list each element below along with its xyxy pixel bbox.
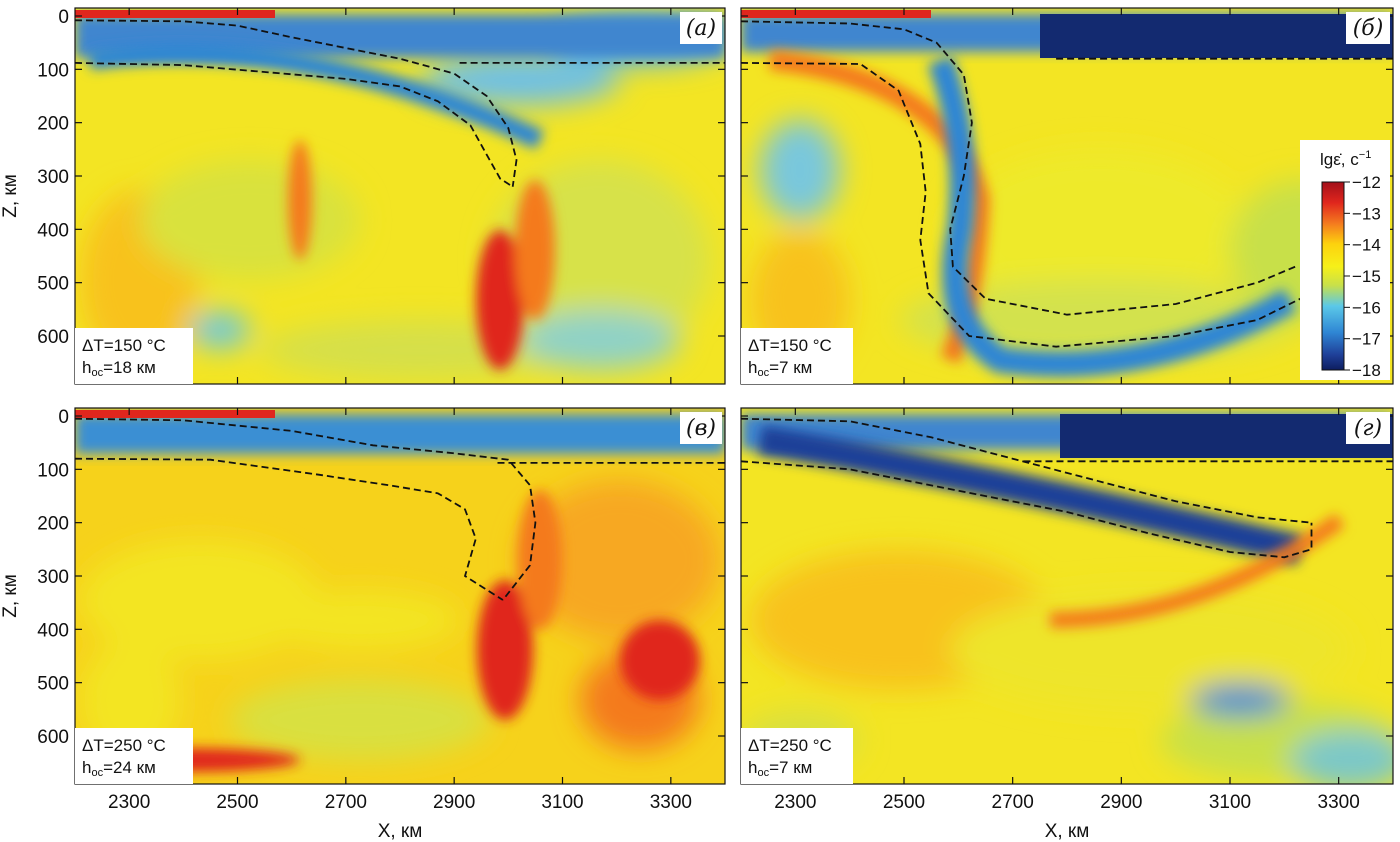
- x-tick-label: 2900: [433, 792, 475, 813]
- slab-bottom-b: [741, 62, 1313, 348]
- y-tick-label: 600: [37, 727, 69, 748]
- info-box-d: ΔT=250 °C hoc=7 км: [741, 728, 853, 784]
- info-d-line2: hoc=7 км: [748, 758, 812, 779]
- panel-label-b-text: (б): [1353, 16, 1384, 41]
- slab-top-d: [741, 417, 1312, 524]
- info-box-a: ΔT=150 °C hoc=18 км: [75, 328, 193, 384]
- panel-label-a-text: (а): [686, 16, 716, 41]
- panel-d: 2300 2500 2700 2900 3100 3300 (г) ΔT=250 °C h…: [740, 407, 1394, 813]
- info-box-c: ΔT=250 °C hoc=24 км: [75, 728, 193, 784]
- colorbar-title: lgε̇, c−1: [1320, 149, 1371, 169]
- y-tick-label: 500: [37, 274, 69, 295]
- panel-label-d: (г): [1346, 412, 1390, 444]
- x-tick-label: 2700: [325, 792, 367, 813]
- y-tick-label: 400: [37, 220, 69, 241]
- strain-rate-field-a: [75, 8, 725, 384]
- panel-label-d-text: (г): [1354, 416, 1382, 441]
- slab-top-c: [75, 417, 537, 601]
- panel-a: 0 100 200 300 400 500 600 (а) ΔT=150 °C hoc=18…: [37, 7, 726, 385]
- colorbar-tick-label: −16: [1352, 298, 1381, 317]
- panel-label-c: (в): [680, 412, 722, 444]
- y-tick-label: 100: [37, 60, 69, 81]
- x-ticks-b: [794, 8, 1340, 384]
- x-axis-label-right: X, км: [1045, 821, 1090, 842]
- colorbar-tick-label: −18: [1352, 361, 1381, 380]
- colorbar-tick-label: −12: [1352, 173, 1381, 192]
- strain-rate-field-d: [741, 408, 1393, 784]
- y-tick-label: 600: [37, 327, 69, 348]
- info-box-b: ΔT=150 °C hoc=7 км: [741, 328, 853, 384]
- slab-top-b: [741, 20, 1296, 316]
- info-a-line1: ΔT=150 °C: [82, 336, 166, 355]
- colorbar-ticks: −12 −13 −14 −15 −16 −17 −18: [1344, 173, 1381, 380]
- slab-top-a: [75, 19, 518, 187]
- panel-label-a: (а): [680, 12, 722, 44]
- x-ticks-c: 2300 2500 2700 2900 3100 3300: [108, 408, 692, 813]
- strain-rate-field-c: [75, 408, 725, 784]
- colorbar-tick-label: −15: [1352, 267, 1381, 286]
- y-tick-label: 300: [37, 567, 69, 588]
- x-tick-label: 3300: [650, 792, 692, 813]
- colorbar: lgε̇, c−1 −12 −13 −14 −15 −16 −17 −18: [1300, 140, 1390, 380]
- y-axis-label-top: Z, км: [0, 174, 21, 218]
- info-c-line2: hoc=24 км: [82, 758, 156, 779]
- slab-bottom-d: [741, 460, 1313, 559]
- x-tick-label: 3100: [1209, 792, 1251, 813]
- y-tick-label: 500: [37, 674, 69, 695]
- info-b-line1: ΔT=150 °C: [748, 336, 832, 355]
- strain-rate-field-b: [741, 8, 1393, 384]
- x-tick-label: 2500: [883, 792, 925, 813]
- colorbar-tick-label: −13: [1352, 204, 1381, 223]
- slab-bottom-c: [75, 457, 504, 601]
- x-axis-label-left: X, км: [378, 821, 423, 842]
- info-c-line1: ΔT=250 °C: [82, 736, 166, 755]
- slab-bottom-a: [75, 62, 514, 188]
- panel-c: 2300 2500 2700 2900 3100 3300 0 100 200 300 400 50…: [37, 407, 726, 813]
- panel-label-c-text: (в): [686, 416, 716, 441]
- y-tick-label: 200: [37, 114, 69, 135]
- info-b-line2: hoc=7 км: [748, 358, 812, 379]
- y-tick-label: 0: [58, 7, 69, 28]
- y-tick-label: 100: [37, 460, 69, 481]
- colorbar-gradient: [1321, 181, 1345, 371]
- y-ticks-a: 0 100 200 300 400 500 600: [37, 7, 725, 348]
- y-axis-label-bottom: Z, км: [0, 574, 21, 618]
- colorbar-tick-label: −14: [1352, 236, 1381, 255]
- colorbar-tick-label: −17: [1352, 330, 1381, 349]
- x-tick-label: 2700: [992, 792, 1034, 813]
- y-tick-label: 200: [37, 514, 69, 535]
- x-tick-label: 2300: [774, 792, 816, 813]
- panel-label-b: (б): [1346, 12, 1390, 44]
- y-ticks-c: 0 100 200 300 400 500 600: [37, 407, 725, 748]
- info-a-line2: hoc=18 км: [82, 358, 156, 379]
- x-ticks-d: 2300 2500 2700 2900 3100 3300: [774, 408, 1360, 813]
- info-d-line1: ΔT=250 °C: [748, 736, 832, 755]
- x-tick-label: 2300: [108, 792, 150, 813]
- x-tick-label: 2500: [216, 792, 258, 813]
- x-tick-label: 3300: [1318, 792, 1360, 813]
- x-tick-label: 2900: [1100, 792, 1142, 813]
- y-tick-label: 400: [37, 620, 69, 641]
- panel-b: (б) ΔT=150 °C hoc=7 км lgε̇, c−1 −12−13−…: [740, 7, 1394, 385]
- x-tick-label: 3100: [541, 792, 583, 813]
- y-tick-label: 300: [37, 167, 69, 188]
- y-tick-label: 0: [58, 407, 69, 428]
